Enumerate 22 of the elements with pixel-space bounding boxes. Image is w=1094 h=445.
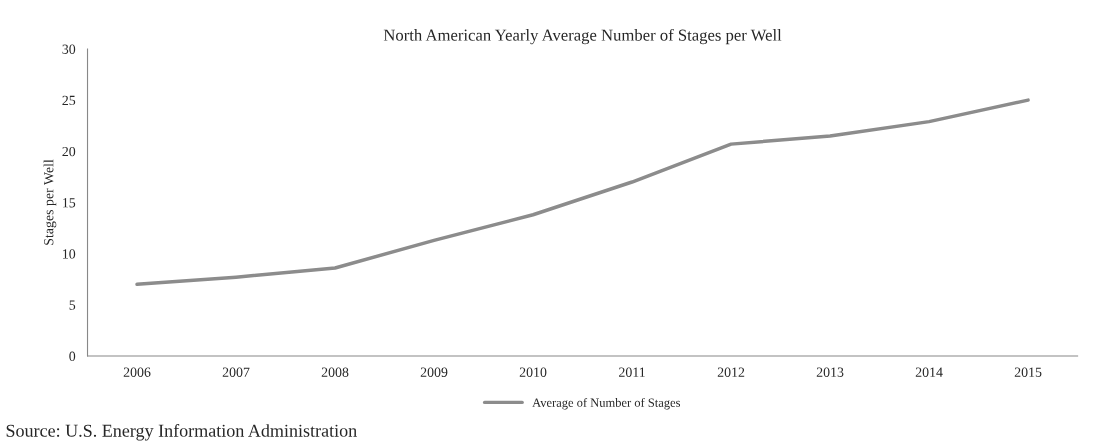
x-tick-label: 2008 xyxy=(321,367,349,377)
y-tick-label: 15 xyxy=(63,198,76,208)
x-tick-label: 2014 xyxy=(915,367,943,377)
x-tick-label: 2015 xyxy=(1014,367,1042,377)
x-tick-label: 2013 xyxy=(816,367,844,377)
x-tick-label: 2007 xyxy=(222,367,250,377)
y-tick-label: 20 xyxy=(62,146,76,157)
x-tick-label: 2006 xyxy=(123,367,151,377)
chart-title: North American Yearly Average Number of Stages per Well xyxy=(383,28,782,45)
y-tick-label: 30 xyxy=(62,44,76,54)
source-note: Source: U.S. Energy Information Administration xyxy=(6,423,357,441)
y-tick-label: 25 xyxy=(62,95,76,106)
y-tick-label: 5 xyxy=(69,300,76,310)
x-tick-label: 2009 xyxy=(420,367,448,377)
y-tick-label: 10 xyxy=(63,249,76,259)
y-tick-label: 0 xyxy=(69,351,76,361)
x-tick-label: 2010 xyxy=(519,367,547,377)
y-axis-title: Stages per Well xyxy=(43,159,57,245)
legend-label: Average of Number of Stages xyxy=(532,397,681,410)
x-tick-label: 2012 xyxy=(717,367,745,377)
x-tick-label: 2011 xyxy=(619,367,645,377)
line-series xyxy=(135,98,1030,287)
